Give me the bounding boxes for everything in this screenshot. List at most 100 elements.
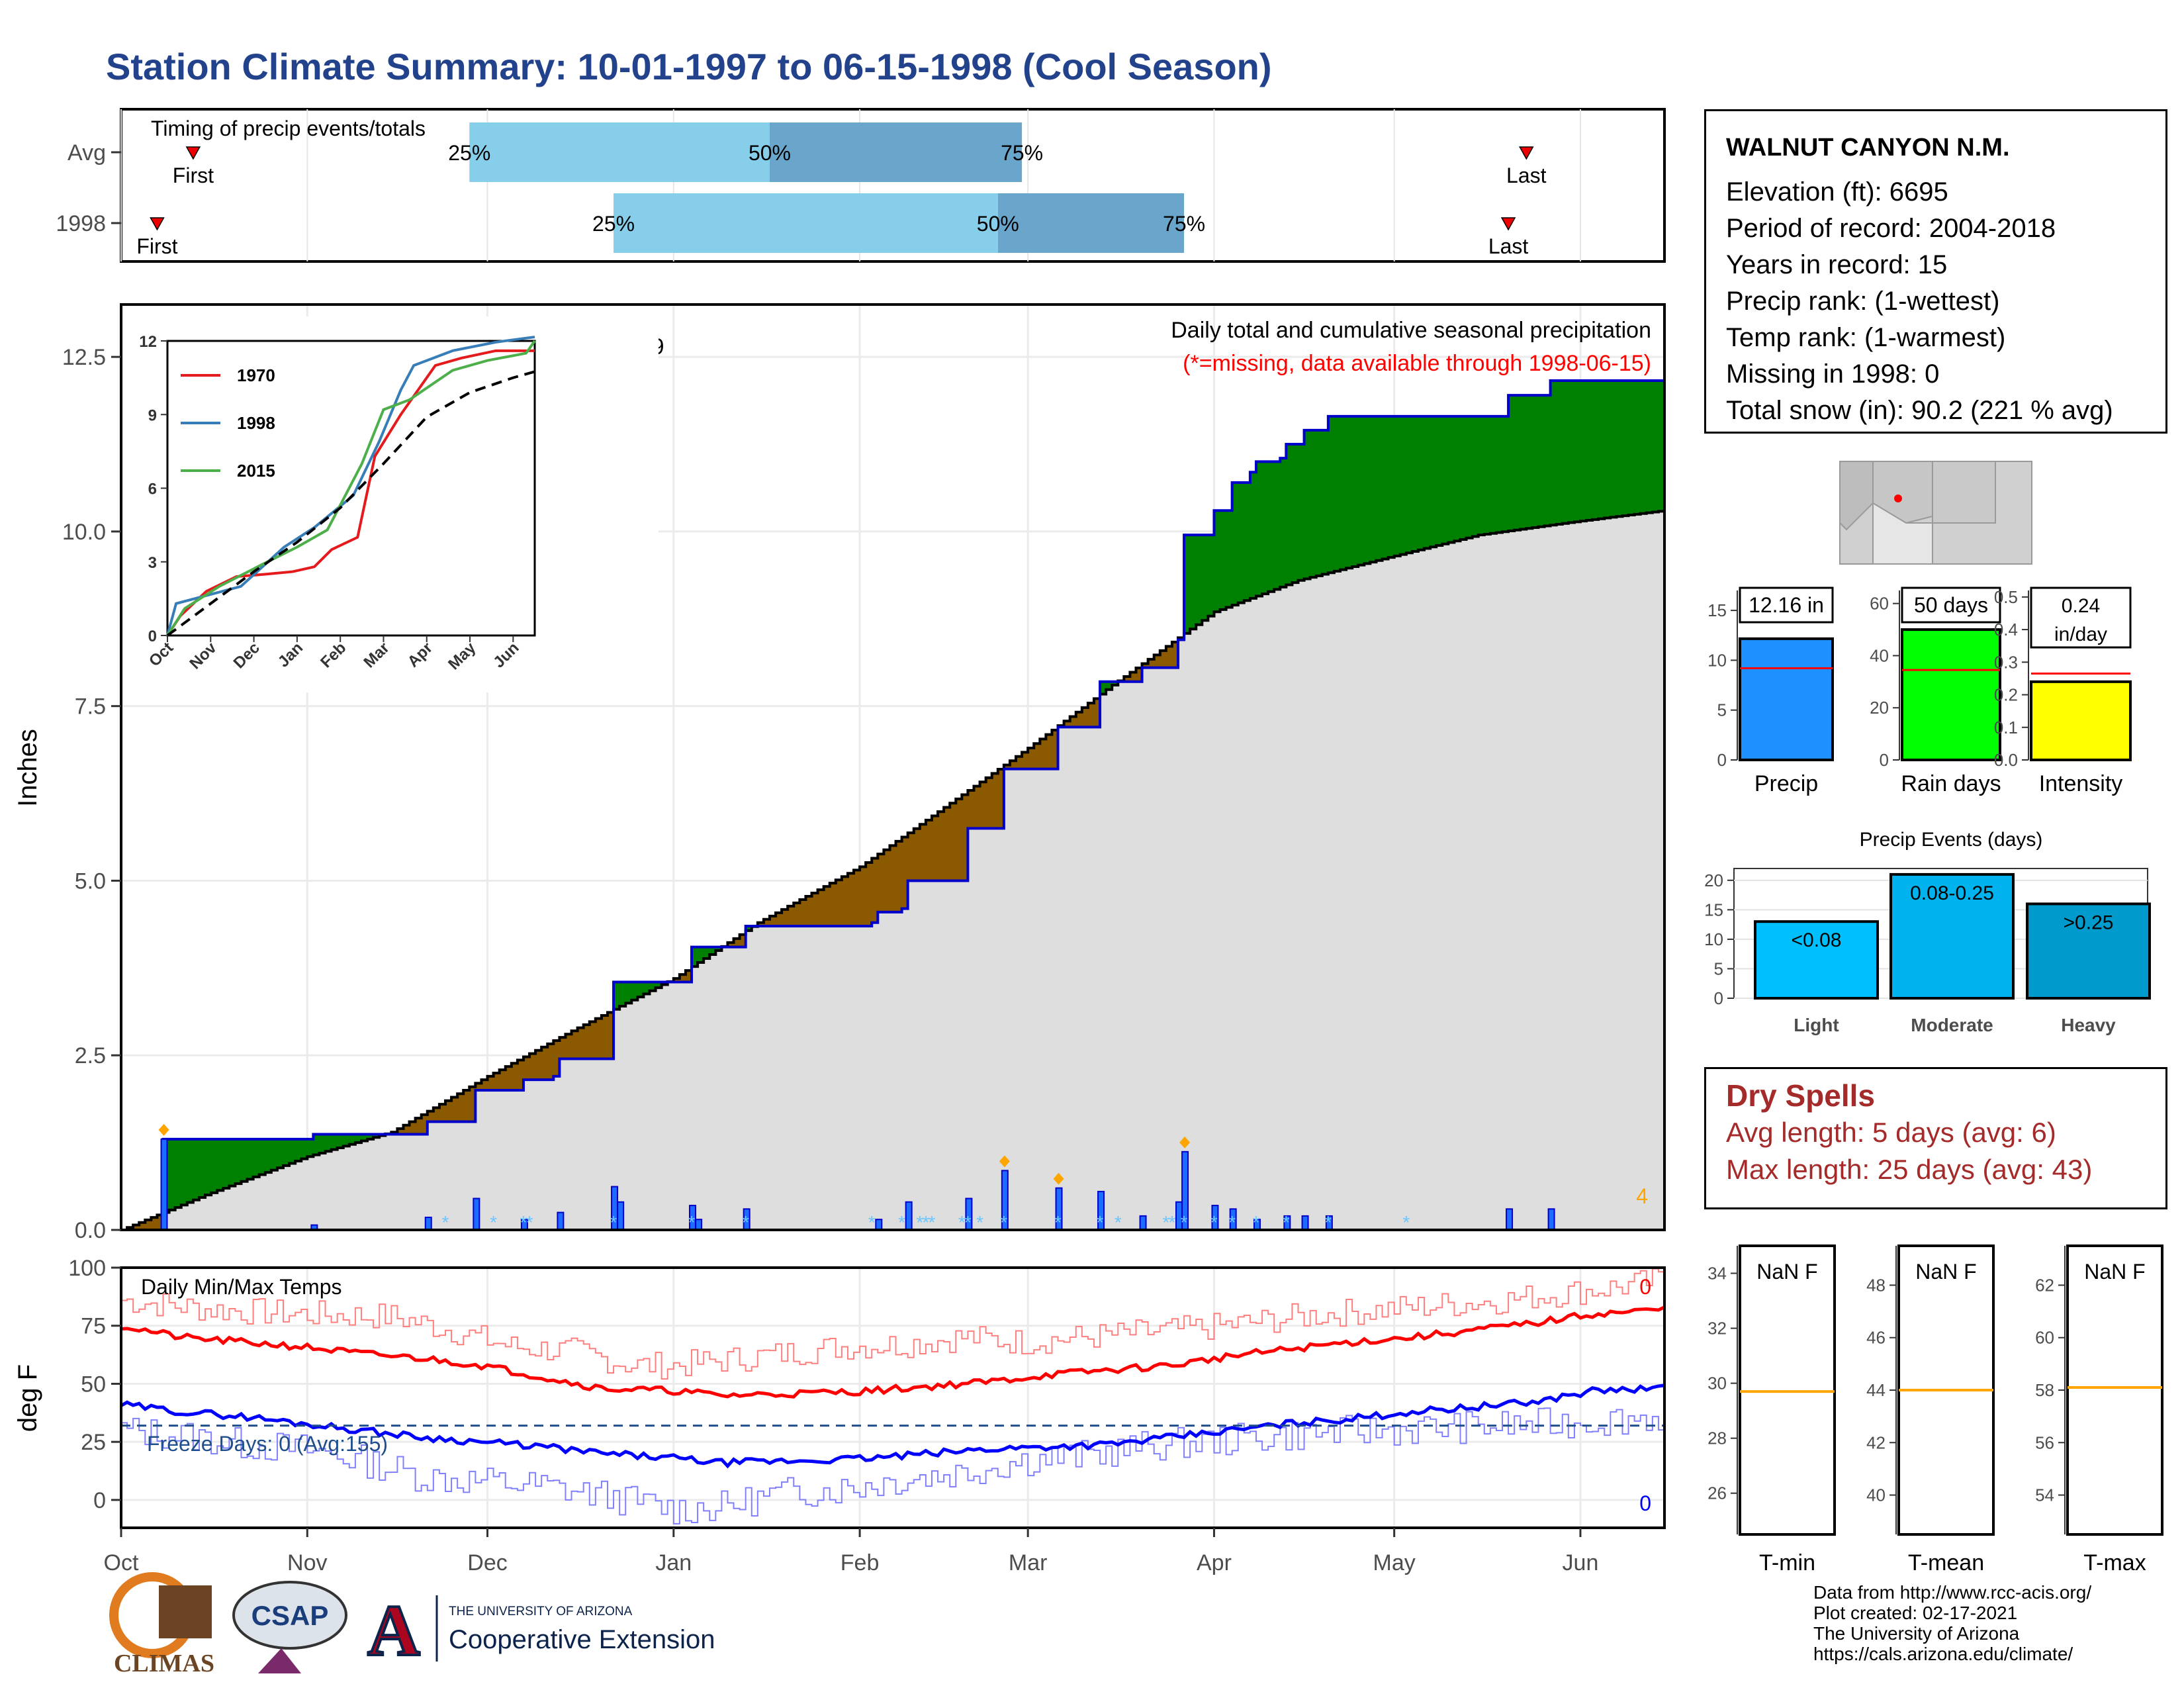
timing-p75-label: 75% (1001, 141, 1043, 165)
below-average-fill (854, 870, 860, 927)
precip-count-label: 4 (1636, 1184, 1648, 1208)
temp-y-tick-label: 0 (93, 1488, 106, 1513)
precip-y-tick-label: 0.0 (75, 1218, 106, 1243)
above-average-fill (1610, 381, 1617, 518)
snow-marker: * (958, 1212, 966, 1233)
above-average-fill (325, 1134, 332, 1152)
dry-spells-max: Max length: 25 days (avg: 43) (1726, 1154, 2093, 1185)
temp-y-tick-label: 100 (68, 1256, 106, 1281)
below-average-fill (769, 915, 776, 927)
above-average-fill (1232, 483, 1239, 606)
below-average-fill (685, 970, 692, 982)
daily-precip-bar (905, 1201, 913, 1231)
timing-row-label: 1998 (56, 211, 106, 236)
timing-p25-label: 25% (592, 212, 635, 236)
snow-marker: * (929, 1212, 936, 1233)
below-average-fill (1081, 707, 1089, 727)
above-average-fill (241, 1139, 248, 1182)
above-average-fill (1400, 416, 1407, 555)
station-temp-rank: Temp rank: (1-warmest) (1726, 323, 2006, 352)
snow-marker: * (610, 1212, 617, 1233)
above-average-fill (187, 1139, 194, 1203)
above-average-fill (331, 1134, 338, 1150)
below-average-fill (739, 934, 747, 947)
below-average-fill (553, 1040, 560, 1076)
temp-y-axis-label: deg F (13, 1364, 42, 1432)
daily-precip-bar (695, 1219, 703, 1231)
credit-date: Plot created: 02-17-2021 (1813, 1603, 2018, 1623)
station-name: WALNUT CANYON N.M. (1726, 134, 2010, 162)
dry-spells-box: Dry Spells Avg length: 5 days (avg: 6) M… (1704, 1067, 2167, 1209)
below-average-fill (763, 919, 770, 927)
above-average-fill (1598, 381, 1605, 519)
below-average-fill (913, 828, 921, 881)
snow-marker: * (1162, 1212, 1169, 1233)
month-tick-label: Mar (1009, 1550, 1048, 1575)
below-average-fill (565, 1034, 572, 1059)
tbox-y-tick-label: 56 (2035, 1432, 2054, 1452)
above-average-fill (709, 947, 716, 955)
above-average-fill (1214, 510, 1221, 612)
ua-logo-icon: A (367, 1590, 420, 1671)
month-tick-label: May (1373, 1550, 1416, 1575)
above-average-fill (1244, 483, 1251, 601)
above-average-fill (223, 1139, 230, 1189)
above-average-fill (614, 982, 620, 1009)
below-average-fill (997, 769, 1005, 829)
below-average-fill (415, 1118, 422, 1135)
above-average-fill (337, 1134, 344, 1149)
below-average-fill (439, 1104, 446, 1122)
events-bar-heavy (2026, 902, 2151, 1000)
summary-y-tick-label: 0.0 (1994, 750, 2018, 770)
above-average-fill (1652, 381, 1659, 512)
tbox-value-label: NaN F (1756, 1260, 1817, 1284)
below-average-fill (925, 820, 933, 881)
inset-y-tick-label: 0 (148, 628, 157, 645)
climas-mountain-icon (159, 1585, 212, 1638)
above-average-fill (643, 982, 651, 994)
below-average-fill (679, 974, 686, 982)
month-tick-label: Oct (104, 1550, 139, 1575)
below-average-fill (962, 794, 969, 881)
below-average-fill (481, 1080, 488, 1090)
timing-last-label: Last (1488, 234, 1529, 258)
above-average-fill (1520, 395, 1527, 530)
summary-value-label: 50 days (1914, 593, 1988, 617)
below-average-fill (673, 978, 680, 982)
average-tmin-line (120, 1383, 1665, 1469)
below-average-fill (841, 876, 848, 927)
tbox-y-tick-label: 40 (1866, 1485, 1886, 1505)
above-average-fill (169, 1139, 176, 1210)
summary-y-tick-label: 0.1 (1994, 718, 2018, 737)
above-average-fill (1406, 416, 1413, 553)
below-average-fill (493, 1072, 500, 1090)
above-average-fill (1658, 381, 1665, 512)
summary-bar-1 (1901, 628, 2001, 761)
above-average-fill (1532, 395, 1539, 528)
above-average-fill (1460, 416, 1467, 539)
above-average-fill (1634, 381, 1641, 514)
above-average-fill (1304, 430, 1311, 579)
events-bar-label: <0.08 (1792, 929, 1842, 951)
inset-series-1970 (166, 349, 535, 637)
below-average-fill (499, 1070, 506, 1090)
tbox-y-tick-label: 28 (1707, 1429, 1727, 1448)
timing-first-label: First (136, 234, 177, 258)
tbox-name-label: T-min (1759, 1550, 1815, 1575)
station-missing: Missing in 1998: 0 (1726, 359, 1940, 389)
below-average-fill (457, 1094, 464, 1122)
below-average-fill (794, 902, 800, 927)
timing-row-label: Avg (68, 140, 106, 165)
below-average-fill (1040, 739, 1046, 769)
below-average-fill (757, 922, 764, 927)
above-average-fill (1514, 395, 1521, 530)
events-category-label: Heavy (2061, 1015, 2116, 1035)
above-average-fill (1292, 444, 1299, 583)
us-map (1839, 461, 2032, 565)
precip-y-axis-label: Inches (13, 729, 42, 807)
above-average-fill (1442, 416, 1449, 544)
summary-value-unit: in/day (2054, 624, 2107, 645)
snow-marker: * (1054, 1212, 1062, 1233)
below-average-fill (835, 880, 842, 927)
summary-y-tick-label: 10 (1707, 650, 1727, 670)
